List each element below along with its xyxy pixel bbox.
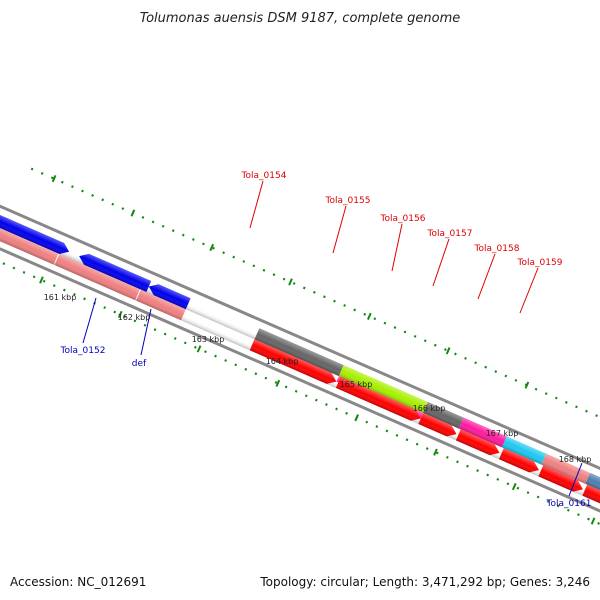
leader-def (140, 308, 152, 356)
kbp-label: 161 kbp (44, 293, 77, 302)
backbone-lower (0, 234, 600, 566)
gene-labels: Tola_0154 Tola_0155 Tola_0156 Tola_0157 … (60, 171, 592, 509)
label-tola-0156[interactable]: Tola_0156 (380, 214, 426, 224)
label-tola-0159[interactable]: Tola_0159 (517, 258, 563, 268)
inner-scale (0, 253, 600, 568)
inner-dotted-ruler (0, 253, 600, 568)
outer-major-tick (524, 381, 530, 389)
outer-major-tick (367, 312, 372, 320)
genome-summary-text: Topology: circular; Length: 3,471,292 bp… (259, 575, 590, 589)
outer-major-tick (445, 347, 451, 355)
leader-tola-0154 (249, 180, 264, 229)
forward-shading (0, 206, 600, 547)
outer-major-tick (209, 243, 215, 252)
inner-major-tick (590, 517, 596, 525)
leader-tola-0158 (477, 253, 496, 300)
leader-tola-0156 (391, 223, 403, 272)
kbp-label: 164 kbp (266, 357, 299, 366)
label-tola-0161[interactable]: Tola_0161 (546, 499, 592, 509)
kbp-label: 165 kbp (340, 380, 373, 389)
inner-major-tick (39, 276, 44, 284)
leader-tola-0152 (82, 297, 97, 344)
kbp-label: 166 kbp (413, 404, 446, 413)
leader-tola-0161 (568, 462, 583, 497)
outer-major-tick (288, 278, 293, 286)
kbp-labels: 161 kbp 162 kbp 163 kbp 164 kbp 165 kbp … (44, 293, 592, 464)
label-tola-0157[interactable]: Tola_0157 (427, 229, 473, 239)
inner-major-tick (196, 345, 202, 353)
cds-shading (0, 217, 600, 522)
inner-major-tick (511, 482, 517, 491)
outer-major-tick (130, 209, 136, 217)
kbp-label: 168 kbp (559, 455, 592, 464)
label-tola-0152[interactable]: Tola_0152 (60, 346, 106, 356)
kbp-label: 167 kbp (486, 429, 519, 438)
outer-major-tick (51, 175, 57, 183)
leader-tola-0155 (332, 205, 347, 254)
cds-strand (0, 217, 600, 522)
kbp-label: 162 kbp (118, 313, 151, 322)
track-group (0, 167, 600, 568)
outer-scale (30, 167, 600, 442)
inner-major-tick (117, 310, 123, 319)
forward-strand (0, 206, 600, 547)
label-leaders (82, 180, 583, 497)
label-tola-0154[interactable]: Tola_0154 (241, 171, 287, 181)
label-tola-0158[interactable]: Tola_0158 (474, 244, 520, 254)
leader-tola-0157 (432, 238, 450, 287)
map-title: Tolumonas auensis DSM 9187, complete gen… (140, 11, 461, 26)
inner-major-tick (275, 379, 281, 387)
backbone-upper (0, 198, 600, 530)
kbp-label: 163 kbp (192, 335, 225, 344)
label-def[interactable]: def (132, 359, 147, 369)
label-tola-0155[interactable]: Tola_0155 (325, 196, 371, 206)
accession-text: Accession: NC_012691 (10, 575, 146, 589)
leader-tola-0159 (519, 267, 539, 314)
inner-major-tick (433, 448, 438, 456)
inner-major-tick (354, 414, 359, 422)
